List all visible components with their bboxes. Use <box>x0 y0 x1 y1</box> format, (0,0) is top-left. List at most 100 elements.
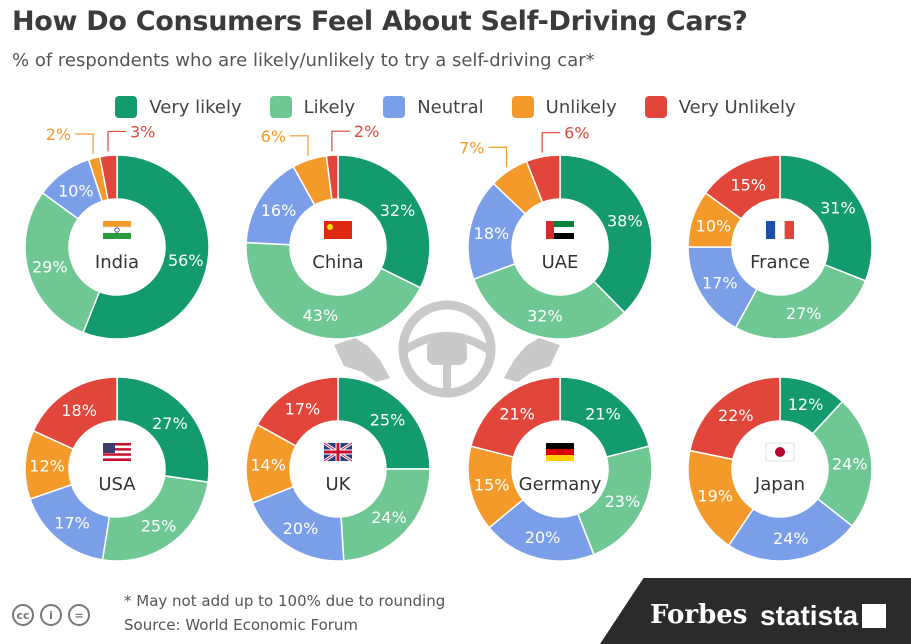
data-label: 18% <box>61 401 97 420</box>
donut-slice <box>559 376 651 458</box>
attribution-icon[interactable]: i <box>40 604 62 626</box>
data-label: 15% <box>474 475 510 494</box>
legend-swatch <box>644 96 667 118</box>
country-label: USA <box>98 474 136 495</box>
donut-china: 32% 43% 16% 6% 2% China <box>245 122 431 340</box>
leader-line <box>541 132 561 153</box>
country-label: Japan <box>754 474 805 495</box>
left-hand-icon <box>334 338 390 382</box>
donut-slice <box>469 376 561 458</box>
legend-swatch <box>511 96 534 118</box>
data-label: 7% <box>459 138 484 157</box>
country-label: China <box>312 252 363 273</box>
data-label: 22% <box>718 406 754 425</box>
data-label: 17% <box>285 400 321 419</box>
data-label: 10% <box>58 181 94 200</box>
source-note: Source: World Economic Forum <box>124 616 359 634</box>
leader-line <box>488 146 508 168</box>
leader-line <box>290 135 309 156</box>
data-label: 17% <box>702 274 738 293</box>
donut-india: 56% 29% 10% 2% 3% India <box>24 122 210 340</box>
donut-slice <box>472 262 626 340</box>
leader-line <box>331 130 350 152</box>
legend-swatch <box>383 96 406 118</box>
donut-slice <box>337 376 431 470</box>
donut-slice <box>337 154 431 289</box>
donut-france: 31% 27% 17% 10% 15% France <box>687 154 873 340</box>
donut-germany: 21% 23% 20% 15% 21% Germany <box>467 376 653 562</box>
legend-swatch <box>115 96 138 118</box>
country-label: India <box>95 252 139 273</box>
data-label: 32% <box>527 306 563 325</box>
data-label: 15% <box>730 176 766 195</box>
right-hand-icon <box>504 338 560 382</box>
legend-item-likely: Likely <box>269 96 356 118</box>
donut-slice <box>779 154 873 282</box>
leader-line <box>75 133 94 155</box>
statista-mark-icon <box>862 604 886 628</box>
chart-subtitle: % of respondents who are likely/unlikely… <box>12 50 595 71</box>
legend: Very likely Likely Neutral Unlikely Very… <box>0 96 911 118</box>
legend-swatch <box>269 96 292 118</box>
data-label: 24% <box>832 455 868 474</box>
data-label: 6% <box>564 124 589 143</box>
data-label: 20% <box>525 528 561 547</box>
data-label: 21% <box>585 405 621 424</box>
data-label: 56% <box>168 251 204 270</box>
donut-slice <box>245 241 422 340</box>
donut-slice <box>559 154 653 314</box>
country-label: France <box>750 252 810 273</box>
data-label: 24% <box>773 529 809 548</box>
brand-band <box>600 578 911 644</box>
legend-label: Very Unlikely <box>678 96 796 118</box>
country-label: UAE <box>542 252 579 273</box>
data-label: 6% <box>261 127 286 146</box>
legend-label: Neutral <box>417 96 484 118</box>
data-label: 29% <box>32 258 68 277</box>
chart-title: How Do Consumers Feel About Self-Driving… <box>12 6 748 37</box>
statista-logo[interactable]: statista <box>760 600 859 631</box>
data-label: 23% <box>605 492 641 511</box>
leader-line <box>107 130 126 152</box>
forbes-logo[interactable]: Forbes <box>650 600 748 630</box>
data-label: 10% <box>696 216 732 235</box>
donut-slice <box>98 154 118 201</box>
data-label: 38% <box>607 211 643 230</box>
legend-label: Very likely <box>149 96 242 118</box>
data-label: 31% <box>820 199 856 218</box>
legend-label: Likely <box>303 96 356 118</box>
legend-item-unlikely: Unlikely <box>511 96 617 118</box>
data-label: 2% <box>354 122 379 141</box>
data-label: 18% <box>474 224 510 243</box>
data-label: 12% <box>29 457 65 476</box>
no-derivatives-icon[interactable]: = <box>68 604 90 626</box>
donut-slice <box>727 497 854 562</box>
legend-item-neutral: Neutral <box>383 96 484 118</box>
donut-slice <box>256 376 339 447</box>
donut-slice <box>101 474 209 562</box>
data-label: 17% <box>54 514 90 533</box>
data-label: 27% <box>152 414 188 433</box>
data-label: 25% <box>370 411 406 430</box>
donut-slice <box>325 154 339 201</box>
legend-item-very-likely: Very likely <box>115 96 242 118</box>
donut-uae: 38% 32% 18% 7% 6% UAE <box>459 124 653 340</box>
donut-slice <box>82 154 210 340</box>
donut-usa: 27% 25% 17% 12% 18% USA <box>24 376 210 562</box>
donut-slice <box>24 191 101 334</box>
legend-item-very-unlikely: Very Unlikely <box>644 96 796 118</box>
data-label: 32% <box>380 201 416 220</box>
steering-wheel-icon <box>398 300 496 398</box>
footer: cc i = * May not add up to 100% due to r… <box>0 560 911 644</box>
cc-icon[interactable]: cc <box>12 604 34 626</box>
data-label: 20% <box>283 519 319 538</box>
donut-japan: 12% 24% 24% 19% 22% Japan <box>687 376 873 562</box>
data-label: 21% <box>499 405 535 424</box>
country-label: UK <box>326 474 352 495</box>
donut-slice <box>525 154 561 204</box>
donut-slice <box>811 400 873 528</box>
data-label: 43% <box>303 306 339 325</box>
footnote: * May not add up to 100% due to rounding <box>124 592 446 610</box>
country-label: Germany <box>519 474 602 495</box>
